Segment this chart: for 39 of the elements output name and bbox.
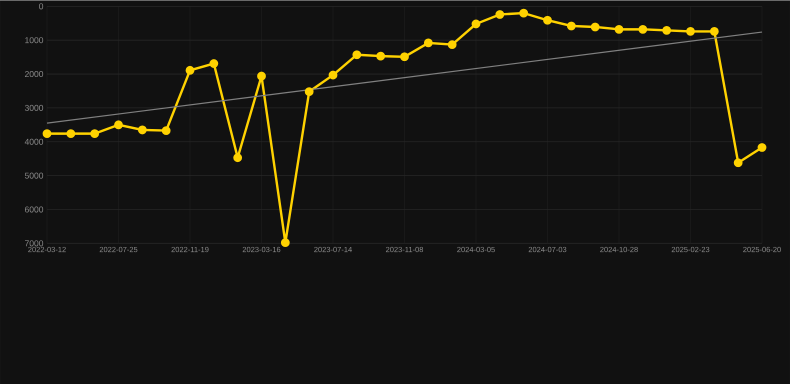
y-tick-label: 6000 — [25, 206, 44, 212]
y-tick-label: 0 — [39, 3, 44, 10]
point — [186, 66, 194, 75]
point — [42, 129, 52, 138]
point — [495, 10, 504, 19]
y-tick-label: 1000 — [25, 37, 44, 44]
point — [352, 50, 362, 59]
point — [519, 8, 528, 18]
point — [686, 26, 695, 36]
y-tick-label: 4000 — [24, 138, 44, 145]
y-tick-label: 2000 — [24, 70, 44, 77]
point — [424, 38, 433, 48]
point — [376, 52, 386, 60]
y-tick-label: 3000 — [24, 104, 44, 111]
point — [400, 52, 409, 62]
point — [758, 142, 766, 152]
point — [566, 21, 576, 30]
point — [138, 125, 147, 134]
point — [304, 87, 314, 96]
point — [233, 153, 242, 162]
point — [209, 59, 218, 68]
point — [734, 158, 743, 167]
point — [162, 126, 171, 135]
point — [280, 238, 290, 247]
point — [90, 129, 100, 138]
point — [257, 72, 266, 80]
point — [614, 24, 624, 34]
point — [662, 26, 672, 35]
point — [590, 22, 600, 32]
point — [114, 120, 123, 130]
point — [448, 40, 457, 49]
point — [710, 26, 719, 36]
point — [543, 16, 552, 24]
point — [66, 129, 76, 138]
y-tick-label: 7000 — [25, 240, 44, 246]
point — [638, 24, 648, 34]
point — [328, 70, 338, 80]
point — [472, 19, 480, 28]
y-tick-label: 5000 — [24, 172, 44, 178]
